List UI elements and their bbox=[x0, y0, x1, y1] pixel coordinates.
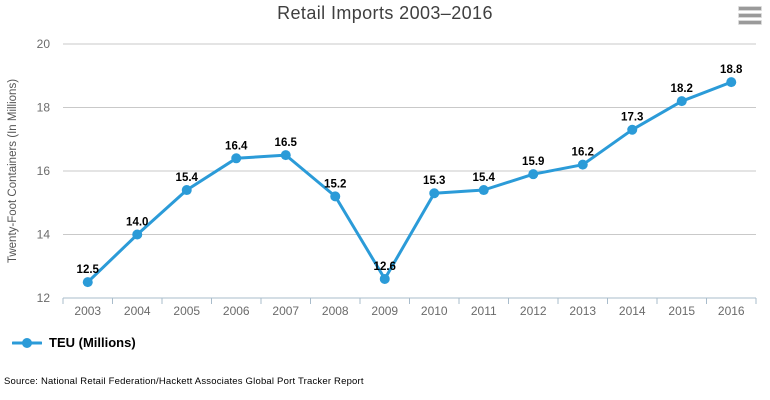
y-axis-title: Twenty-Foot Containers (In Millions) bbox=[7, 79, 19, 263]
data-point[interactable] bbox=[181, 185, 192, 196]
y-axis-tick-label: 14 bbox=[37, 228, 51, 242]
data-label: 15.4 bbox=[473, 172, 496, 184]
data-label: 12.6 bbox=[374, 261, 396, 273]
chart-title: Retail Imports 2003–2016 bbox=[277, 3, 493, 23]
data-label: 14.0 bbox=[126, 217, 148, 229]
y-axis-tick-label: 12 bbox=[37, 291, 51, 305]
x-axis-tick-label: 2012 bbox=[520, 304, 547, 318]
x-axis-tick-label: 2007 bbox=[272, 304, 299, 318]
series-line bbox=[86, 80, 733, 284]
y-axis-tick-label: 18 bbox=[37, 101, 51, 115]
data-point[interactable] bbox=[280, 150, 291, 161]
data-point[interactable] bbox=[330, 191, 341, 202]
source-note: Source: National Retail Federation/Hacke… bbox=[4, 376, 364, 387]
x-axis-tick-label: 2016 bbox=[718, 304, 745, 318]
x-axis-tick-label: 2004 bbox=[124, 304, 151, 318]
x-axis-tick-label: 2008 bbox=[322, 304, 349, 318]
line-with-dot-marker-icon bbox=[12, 337, 42, 348]
x-axis-tick-label: 2009 bbox=[371, 304, 398, 318]
data-label: 16.4 bbox=[225, 140, 248, 152]
data-label: 16.2 bbox=[572, 147, 594, 159]
data-point[interactable] bbox=[528, 169, 539, 180]
x-axis-tick-label: 2013 bbox=[569, 304, 596, 318]
x-axis-tick-label: 2015 bbox=[668, 304, 695, 318]
hamburger-bar bbox=[738, 13, 762, 18]
x-axis-tick-label: 2014 bbox=[619, 304, 646, 318]
y-axis-tick-label: 20 bbox=[37, 37, 51, 51]
data-point[interactable] bbox=[577, 159, 588, 170]
data-label: 18.2 bbox=[671, 83, 693, 95]
hamburger-bar bbox=[738, 20, 762, 25]
data-label: 12.5 bbox=[77, 264, 100, 276]
data-point[interactable] bbox=[726, 77, 737, 88]
data-label: 15.3 bbox=[423, 175, 445, 187]
hamburger-bar bbox=[738, 6, 762, 11]
data-point[interactable] bbox=[231, 153, 242, 164]
data-label: 15.2 bbox=[324, 178, 346, 190]
data-label: 15.4 bbox=[176, 172, 199, 184]
data-point[interactable] bbox=[429, 188, 440, 199]
data-label: 18.8 bbox=[720, 64, 743, 76]
data-point[interactable] bbox=[676, 96, 687, 107]
x-axis-tick-label: 2011 bbox=[471, 304, 497, 318]
data-point[interactable] bbox=[132, 229, 143, 240]
data-label: 16.5 bbox=[275, 137, 298, 149]
data-point[interactable] bbox=[379, 273, 390, 284]
data-point[interactable] bbox=[478, 185, 489, 196]
y-axis-tick-label: 16 bbox=[37, 164, 51, 178]
x-axis-tick-label: 2003 bbox=[74, 304, 101, 318]
data-label: 17.3 bbox=[621, 112, 643, 124]
x-axis-tick-label: 2005 bbox=[173, 304, 200, 318]
legend-item-teu[interactable]: TEU (Millions) bbox=[12, 335, 136, 350]
data-point[interactable] bbox=[82, 277, 93, 288]
x-axis-tick-label: 2006 bbox=[223, 304, 250, 318]
x-axis-tick-label: 2010 bbox=[421, 304, 448, 318]
legend-label: TEU (Millions) bbox=[49, 335, 136, 350]
hamburger-menu-icon[interactable] bbox=[736, 6, 762, 25]
data-label: 15.9 bbox=[522, 156, 544, 168]
data-point[interactable] bbox=[627, 124, 638, 135]
